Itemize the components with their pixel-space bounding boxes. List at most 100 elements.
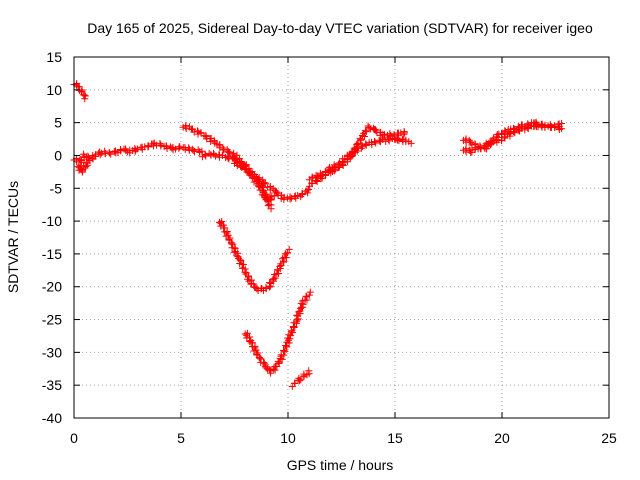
data-point: [381, 131, 389, 139]
data-point: [303, 187, 311, 195]
data-point: [207, 135, 215, 143]
data-point: [476, 142, 484, 150]
data-point: [219, 224, 227, 232]
data-point: [362, 127, 370, 135]
data-point: [132, 146, 140, 154]
data-point: [360, 133, 368, 141]
data-point: [267, 205, 275, 213]
x-tick-label: 0: [70, 430, 78, 446]
data-point: [297, 376, 305, 384]
data-point: [395, 137, 403, 145]
series-3: [74, 156, 94, 176]
series-2: [70, 139, 206, 166]
data-point: [231, 244, 239, 252]
data-point: [168, 144, 176, 152]
y-tick-label: 15: [46, 49, 62, 65]
data-point: [82, 162, 90, 170]
data-point: [212, 152, 220, 160]
y-tick-label: -15: [42, 246, 62, 262]
data-point: [482, 145, 490, 153]
data-point: [390, 131, 398, 139]
series-10: [459, 118, 566, 153]
data-point: [255, 354, 263, 362]
data-point: [514, 123, 522, 131]
data-point: [511, 125, 519, 133]
data-point: [284, 249, 292, 257]
data-point: [194, 127, 202, 135]
y-tick-label: 10: [46, 82, 62, 98]
data-point: [77, 166, 85, 174]
data-point: [117, 147, 125, 155]
series-13: [288, 367, 313, 390]
data-point: [392, 135, 400, 143]
data-point: [101, 149, 109, 157]
data-point: [247, 339, 255, 347]
data-point: [336, 159, 344, 167]
data-point: [74, 83, 82, 91]
data-point: [375, 136, 383, 144]
data-point: [306, 288, 314, 296]
y-tick-label: -35: [42, 377, 62, 393]
data-point: [247, 279, 255, 287]
data-point: [282, 254, 290, 262]
data-point: [386, 130, 394, 138]
data-point: [279, 255, 287, 263]
x-tick-label: 25: [601, 430, 617, 446]
data-point: [353, 147, 361, 155]
data-point: [308, 180, 316, 188]
y-tick-label: 0: [54, 147, 62, 163]
data-point: [295, 374, 303, 382]
plot-border: [73, 56, 610, 419]
data-point: [278, 355, 286, 363]
data-point: [270, 275, 278, 283]
data-point: [489, 134, 497, 142]
data-point: [253, 176, 261, 184]
data-point: [84, 152, 92, 160]
series-1: [70, 79, 89, 103]
x-tick-label: 10: [280, 430, 296, 446]
data-point: [262, 285, 270, 293]
data-point: [281, 348, 289, 356]
data-point: [266, 186, 274, 194]
chart-title: Day 165 of 2025, Sidereal Day-to-day VTE…: [87, 20, 593, 36]
data-point: [76, 156, 84, 164]
x-tick-label: 15: [387, 430, 403, 446]
data-point: [558, 120, 566, 127]
data-point: [280, 347, 288, 355]
data-point: [402, 136, 410, 144]
data-point: [494, 134, 502, 142]
data-point: [365, 123, 373, 131]
data-points: [70, 79, 566, 390]
data-point: [233, 162, 241, 170]
data-point: [287, 327, 295, 335]
data-point: [291, 323, 299, 331]
data-point: [354, 144, 362, 152]
data-point: [509, 124, 517, 132]
x-tick-label: 20: [494, 430, 510, 446]
data-point: [202, 132, 210, 140]
data-point: [466, 138, 474, 146]
data-point: [285, 245, 293, 253]
data-point: [281, 342, 289, 350]
data-point: [189, 147, 197, 155]
data-point: [80, 91, 88, 99]
data-point: [149, 140, 157, 148]
data-point: [313, 178, 321, 186]
data-point: [225, 155, 233, 163]
data-point: [260, 359, 268, 367]
data-point: [308, 173, 316, 181]
data-point: [237, 257, 245, 265]
data-point: [330, 161, 338, 169]
data-point: [466, 146, 474, 154]
data-point: [372, 127, 380, 135]
data-point: [294, 191, 302, 199]
series-7: [305, 122, 408, 190]
data-point: [303, 296, 311, 304]
data-point: [261, 190, 269, 198]
data-point: [339, 158, 347, 166]
data-point: [371, 126, 379, 134]
data-point: [305, 291, 313, 299]
data-point: [110, 148, 118, 156]
data-point: [305, 185, 313, 193]
data-point: [81, 95, 89, 103]
